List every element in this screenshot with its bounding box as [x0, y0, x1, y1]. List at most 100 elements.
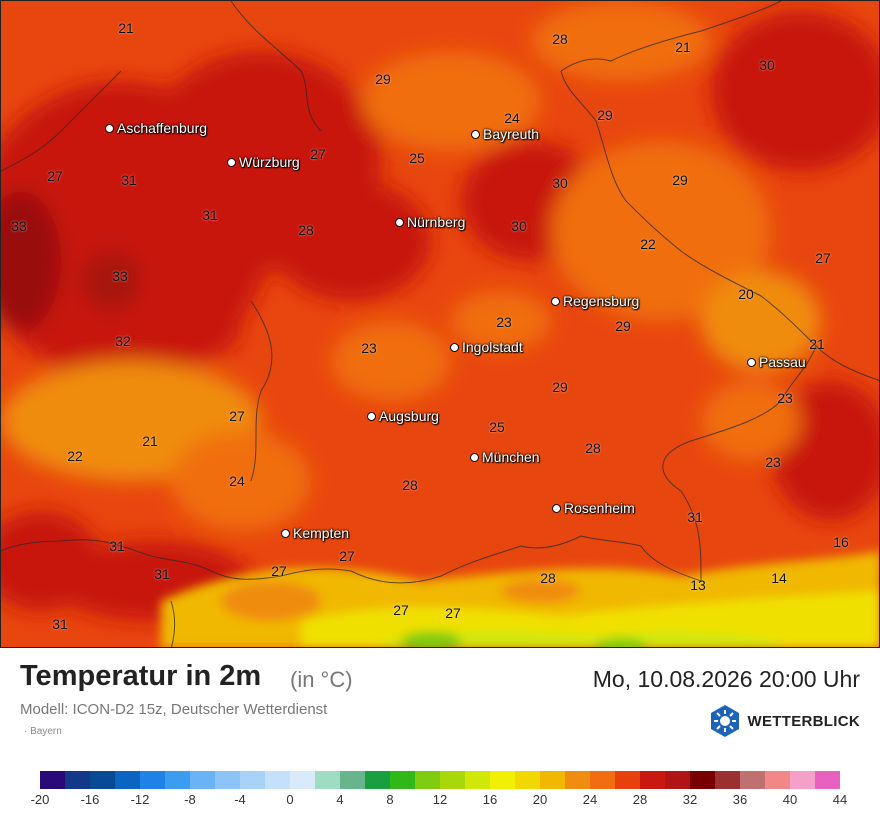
- color-scale-swatch: [390, 771, 415, 789]
- color-scale-tick-label: 44: [832, 792, 848, 807]
- temperature-label: 27: [271, 563, 287, 579]
- city-dot-icon: [470, 452, 479, 462]
- color-scale-swatch: [90, 771, 115, 789]
- color-scale-tick-label: 4: [336, 792, 344, 807]
- color-scale-tick-label: 16: [482, 792, 498, 807]
- brand-logo[interactable]: WETTERBLICK: [708, 704, 860, 738]
- temperature-label: 24: [504, 110, 520, 126]
- city-dot-icon: [367, 411, 376, 421]
- city-marker: Kempten: [281, 525, 349, 541]
- color-scale-swatch: [565, 771, 590, 789]
- color-scale-swatch: [240, 771, 265, 789]
- temperature-label: 27: [310, 146, 326, 162]
- color-scale-swatch: [165, 771, 190, 789]
- temperature-label: 30: [552, 175, 568, 191]
- color-scale-swatch: [690, 771, 715, 789]
- color-scale-tick-label: 0: [286, 792, 294, 807]
- temperature-label: 33: [11, 218, 27, 234]
- temperature-label: 27: [815, 250, 831, 266]
- temperature-field: [1, 1, 879, 647]
- city-marker: Passau: [747, 354, 806, 370]
- temperature-label: 24: [229, 473, 245, 489]
- city-label: München: [482, 449, 540, 465]
- temperature-label: 13: [690, 577, 706, 593]
- color-scale-tick-label: -8: [184, 792, 196, 807]
- temperature-label: 28: [552, 31, 568, 47]
- color-scale-swatch: [365, 771, 390, 789]
- color-scale-bar: [40, 771, 840, 789]
- color-scale-swatch: [665, 771, 690, 789]
- temperature-label: 31: [121, 172, 137, 188]
- city-marker: Aschaffenburg: [105, 120, 207, 136]
- temperature-label: 31: [109, 538, 125, 554]
- temperature-label: 21: [675, 39, 691, 55]
- city-dot-icon: [551, 296, 560, 306]
- color-scale-tick-label: 36: [732, 792, 748, 807]
- temperature-label: 33: [112, 268, 128, 284]
- city-marker: Nürnberg: [395, 214, 465, 230]
- color-scale-swatch: [540, 771, 565, 789]
- color-scale-swatch: [465, 771, 490, 789]
- city-marker: Augsburg: [367, 408, 439, 424]
- color-scale-tick-label: 20: [532, 792, 548, 807]
- city-dot-icon: [450, 342, 459, 352]
- temperature-label: 28: [585, 440, 601, 456]
- city-dot-icon: [747, 357, 756, 367]
- temperature-label: 31: [154, 566, 170, 582]
- temperature-label: 29: [597, 107, 613, 123]
- city-dot-icon: [105, 123, 114, 133]
- city-label: Ingolstadt: [462, 339, 523, 355]
- temperature-label: 27: [47, 168, 63, 184]
- temperature-label: 21: [142, 433, 158, 449]
- temperature-label: 25: [489, 419, 505, 435]
- city-label: Augsburg: [379, 408, 439, 424]
- city-dot-icon: [552, 503, 561, 513]
- temperature-label: 29: [375, 71, 391, 87]
- temperature-label: 21: [118, 20, 134, 36]
- city-label: Rosenheim: [564, 500, 635, 516]
- temperature-label: 21: [809, 336, 825, 352]
- temperature-label: 31: [52, 616, 68, 632]
- temperature-label: 32: [115, 333, 131, 349]
- color-scale-tick-label: -16: [80, 792, 100, 807]
- color-scale-swatch: [215, 771, 240, 789]
- temperature-label: 20: [738, 286, 754, 302]
- city-marker: Ingolstadt: [450, 339, 523, 355]
- color-scale-swatch: [115, 771, 140, 789]
- color-scale-swatch: [140, 771, 165, 789]
- city-label: Aschaffenburg: [117, 120, 208, 136]
- temperature-label: 23: [777, 390, 793, 406]
- color-scale-tick-label: 32: [682, 792, 698, 807]
- temperature-label: 23: [765, 454, 781, 470]
- temperature-map: Aschaffenburg Würzburg Bayreuth Nürnberg…: [0, 0, 880, 648]
- color-scale-swatch: [290, 771, 315, 789]
- city-label: Passau: [759, 354, 806, 370]
- temperature-label: 23: [496, 314, 512, 330]
- color-scale-swatch: [590, 771, 615, 789]
- region-label: · Bayern: [24, 726, 62, 737]
- page-title: Temperatur in 2m: [20, 660, 262, 692]
- color-scale-swatch: [40, 771, 65, 789]
- temperature-label: 28: [540, 570, 556, 586]
- temperature-label: 27: [445, 605, 461, 621]
- city-label: Kempten: [293, 525, 350, 541]
- temperature-label: 28: [298, 222, 314, 238]
- city-marker: Würzburg: [227, 154, 300, 170]
- color-scale-swatch: [515, 771, 540, 789]
- color-scale-swatch: [415, 771, 440, 789]
- temperature-label: 16: [833, 534, 849, 550]
- city-dot-icon: [471, 129, 480, 139]
- color-scale-tick-label: 12: [432, 792, 448, 807]
- color-scale-swatch: [815, 771, 840, 789]
- city-marker: Rosenheim: [552, 500, 635, 516]
- temperature-label: 29: [615, 318, 631, 334]
- city-dot-icon: [281, 528, 290, 538]
- city-label: Nürnberg: [407, 214, 466, 230]
- temperature-label: 30: [759, 57, 775, 73]
- forecast-datetime: Mo, 10.08.2026 20:00 Uhr: [592, 666, 860, 692]
- wetterblick-logo-icon: [710, 705, 739, 737]
- color-scale-swatch: [740, 771, 765, 789]
- city-label: Regensburg: [563, 293, 640, 309]
- city-marker: München: [470, 449, 540, 465]
- color-scale-swatch: [765, 771, 790, 789]
